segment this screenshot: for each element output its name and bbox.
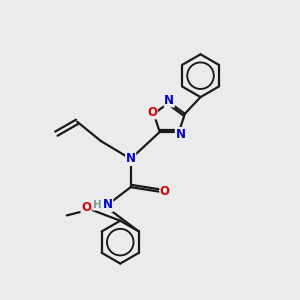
Text: O: O — [160, 185, 170, 198]
Text: O: O — [81, 202, 91, 214]
Text: N: N — [103, 199, 113, 212]
Text: O: O — [147, 106, 157, 119]
Text: N: N — [164, 94, 174, 107]
Text: H: H — [93, 200, 101, 210]
Text: N: N — [126, 152, 136, 165]
Text: N: N — [176, 128, 185, 141]
